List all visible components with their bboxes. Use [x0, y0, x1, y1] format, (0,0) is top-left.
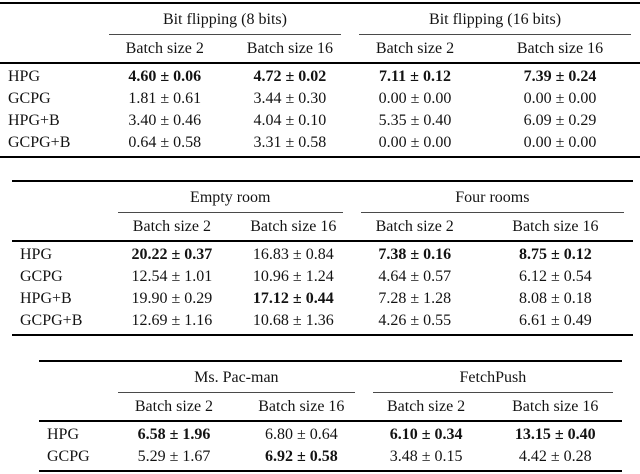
row-label: HPG	[20, 246, 53, 263]
value-cell: 6.58 ± 1.96	[137, 426, 211, 443]
value-cell: 6.92 ± 0.58	[264, 448, 338, 465]
column-header: Batch size 2	[99, 35, 230, 64]
row-label: HPG	[47, 426, 80, 443]
group-header-row: Bit flipping (8 bits) Bit flipping (16 b…	[0, 3, 640, 35]
table-row: HPG 20.22 ± 0.37 16.83 ± 0.84 7.38 ± 0.16 8.…	[12, 241, 633, 266]
value-cell: 7.39 ± 0.24	[523, 68, 597, 85]
table-row: GCPG+B 12.69 ± 1.16 10.68 ± 1.36 4.26 ± 0.5…	[12, 310, 633, 335]
column-header: Batch size 2	[363, 393, 489, 422]
value-cell: 10.68 ± 1.36	[252, 312, 334, 329]
value-cell: 3.40 ± 0.46	[128, 112, 202, 129]
value-cell: 0.00 ± 0.00	[523, 134, 597, 151]
table-row: GCPG 1.81 ± 0.61 3.44 ± 0.30 0.00 ± 0.00 0.0…	[0, 88, 640, 110]
value-cell: 1.81 ± 0.61	[128, 90, 202, 107]
value-cell: 3.44 ± 0.30	[253, 90, 327, 107]
column-header: Batch size 16	[234, 213, 352, 242]
value-cell: 5.35 ± 0.40	[378, 112, 452, 129]
value-cell: 4.26 ± 0.55	[378, 312, 452, 329]
value-cell: 0.64 ± 0.58	[128, 134, 202, 151]
column-header: Batch size 2	[108, 393, 239, 422]
group-header-row: Ms. Pac-man FetchPush	[39, 361, 622, 393]
table-row: GCPG 5.29 ± 1.67 6.92 ± 0.58 3.48 ± 0.15 4.4…	[39, 446, 622, 471]
value-cell: 4.60 ± 0.06	[128, 68, 202, 85]
column-header: Batch size 2	[108, 213, 235, 242]
value-cell: 4.04 ± 0.10	[253, 112, 327, 129]
value-cell: 6.12 ± 0.54	[518, 268, 592, 285]
value-cell: 6.80 ± 0.64	[264, 426, 338, 443]
value-cell: 10.96 ± 1.24	[252, 268, 334, 285]
row-label: GCPG	[8, 90, 51, 107]
value-cell: 3.31 ± 0.58	[253, 134, 327, 151]
table-bit-flipping: Bit flipping (8 bits) Bit flipping (16 b…	[0, 2, 640, 158]
table-row: HPG 6.58 ± 1.96 6.80 ± 0.64 6.10 ± 0.34 13.1…	[39, 421, 622, 446]
group-header: Empty room	[109, 181, 352, 213]
group-header: Four rooms	[352, 181, 633, 213]
value-cell: 4.72 ± 0.02	[253, 68, 327, 85]
value-cell: 4.64 ± 0.57	[378, 268, 452, 285]
table-row: GCPG+B 0.64 ± 0.58 3.31 ± 0.58 0.00 ± 0.00 0…	[0, 132, 640, 157]
value-cell: 17.12 ± 0.44	[252, 290, 334, 307]
value-cell: 4.42 ± 0.28	[518, 448, 592, 465]
value-cell: 7.11 ± 0.12	[379, 68, 451, 85]
table-row: HPG 4.60 ± 0.06 4.72 ± 0.02 7.11 ± 0.12 7.39…	[0, 63, 640, 88]
value-cell: 8.08 ± 0.18	[518, 290, 592, 307]
value-cell: 8.75 ± 0.12	[518, 246, 592, 263]
column-header: Batch size 16	[477, 213, 633, 242]
table-row: HPG+B 3.40 ± 0.46 4.04 ± 0.10 5.35 ± 0.40 6.…	[0, 110, 640, 132]
row-label: GCPG	[20, 268, 63, 285]
row-label: GCPG+B	[8, 134, 71, 151]
table-row: HPG+B 19.90 ± 0.29 17.12 ± 0.44 7.28 ± 1.28…	[12, 288, 633, 310]
group-header-row: Empty room Four rooms	[12, 181, 633, 213]
column-header: Batch size 16	[488, 393, 622, 422]
value-cell: 3.48 ± 0.15	[389, 448, 463, 465]
table-pacman-fetchpush: Ms. Pac-man FetchPush Batch size 2 Batch…	[39, 360, 622, 472]
row-label: HPG+B	[20, 290, 72, 307]
row-label: HPG+B	[8, 112, 60, 129]
table-grid-worlds: Empty room Four rooms Batch size 2 Batch…	[12, 180, 633, 336]
value-cell: 0.00 ± 0.00	[523, 90, 597, 107]
value-cell: 5.29 ± 1.67	[137, 448, 211, 465]
value-cell: 12.69 ± 1.16	[131, 312, 213, 329]
group-header: FetchPush	[364, 361, 622, 393]
empty-corner-cell	[0, 3, 100, 35]
column-header: Batch size 16	[229, 35, 351, 64]
column-header: Batch size 16	[238, 393, 364, 422]
empty-corner-cell	[39, 393, 109, 422]
group-title: FetchPush	[372, 368, 613, 393]
row-label: HPG	[8, 68, 41, 85]
group-header: Ms. Pac-man	[109, 361, 364, 393]
value-cell: 16.83 ± 0.84	[252, 246, 334, 263]
subheader-row: Batch size 2 Batch size 16 Batch size 2 …	[39, 393, 622, 422]
value-cell: 6.09 ± 0.29	[523, 112, 597, 129]
empty-corner-cell	[39, 361, 109, 393]
column-header: Batch size 2	[351, 213, 478, 242]
value-cell: 0.00 ± 0.00	[378, 134, 452, 151]
value-cell: 20.22 ± 0.37	[131, 246, 213, 263]
value-cell: 6.61 ± 0.49	[518, 312, 592, 329]
column-header: Batch size 2	[350, 35, 480, 64]
empty-corner-cell	[0, 35, 100, 64]
table-row: GCPG 12.54 ± 1.01 10.96 ± 1.24 4.64 ± 0.57 6…	[12, 266, 633, 288]
row-label: GCPG	[47, 448, 90, 465]
value-cell: 6.10 ± 0.34	[389, 426, 463, 443]
value-cell: 0.00 ± 0.00	[378, 90, 452, 107]
empty-corner-cell	[12, 213, 109, 242]
value-cell: 7.28 ± 1.28	[378, 290, 452, 307]
group-header: Bit flipping (16 bits)	[350, 3, 640, 35]
group-title: Bit flipping (16 bits)	[359, 10, 631, 35]
row-label: GCPG+B	[20, 312, 83, 329]
empty-corner-cell	[12, 181, 109, 213]
group-title: Bit flipping (8 bits)	[108, 10, 342, 35]
subheader-row: Batch size 2 Batch size 16 Batch size 2 …	[0, 35, 640, 64]
value-cell: 13.15 ± 0.40	[514, 426, 596, 443]
group-title: Four rooms	[360, 188, 624, 213]
value-cell: 7.38 ± 0.16	[378, 246, 452, 263]
group-title: Ms. Pac-man	[117, 368, 355, 393]
subheader-row: Batch size 2 Batch size 16 Batch size 2 …	[12, 213, 633, 242]
column-header: Batch size 16	[479, 35, 640, 64]
value-cell: 19.90 ± 0.29	[131, 290, 213, 307]
group-title: Empty room	[117, 188, 343, 213]
value-cell: 12.54 ± 1.01	[131, 268, 213, 285]
group-header: Bit flipping (8 bits)	[100, 3, 350, 35]
